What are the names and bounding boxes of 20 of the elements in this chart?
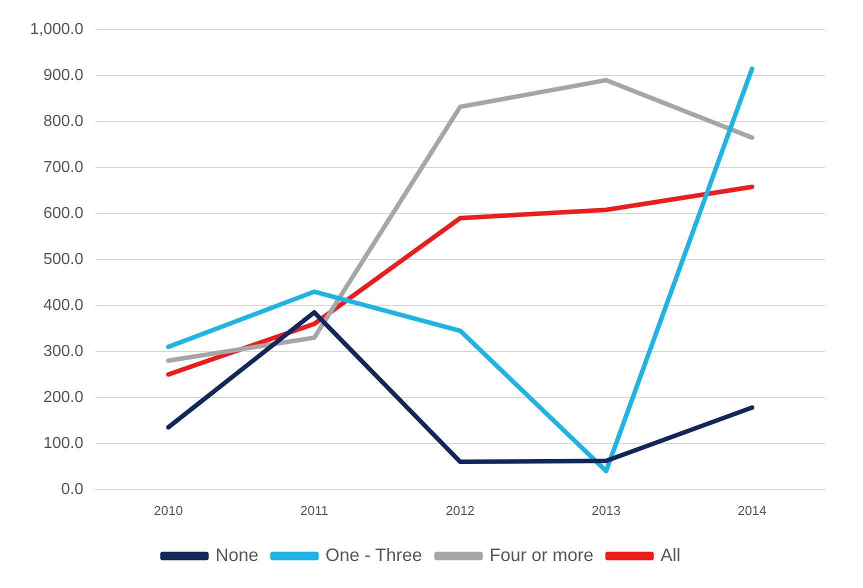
y-tick-label: 100.0 — [43, 434, 84, 452]
y-tick-label: 200.0 — [43, 388, 84, 406]
legend-label: None — [215, 544, 258, 565]
y-tick-label: 400.0 — [43, 296, 84, 314]
x-tick-label: 2012 — [446, 502, 475, 518]
y-tick-label: 700.0 — [43, 158, 84, 176]
legend-label: One - Three — [325, 544, 422, 565]
y-tick-label: 600.0 — [43, 204, 84, 222]
x-tick-label: 2011 — [300, 502, 328, 518]
y-tick-label: 300.0 — [43, 342, 84, 360]
x-tick-label: 2013 — [592, 502, 621, 518]
legend-label: Four or more — [490, 544, 594, 565]
legend-label: All — [660, 544, 681, 565]
x-tick-label: 2014 — [738, 502, 766, 518]
y-tick-label: 900.0 — [43, 66, 84, 84]
x-tick-label: 2010 — [154, 502, 183, 518]
y-tick-label: 500.0 — [43, 250, 84, 268]
y-tick-label: 0.0 — [61, 480, 84, 498]
y-tick-label: 800.0 — [43, 112, 84, 130]
y-tick-label: 1,000.0 — [30, 21, 84, 38]
